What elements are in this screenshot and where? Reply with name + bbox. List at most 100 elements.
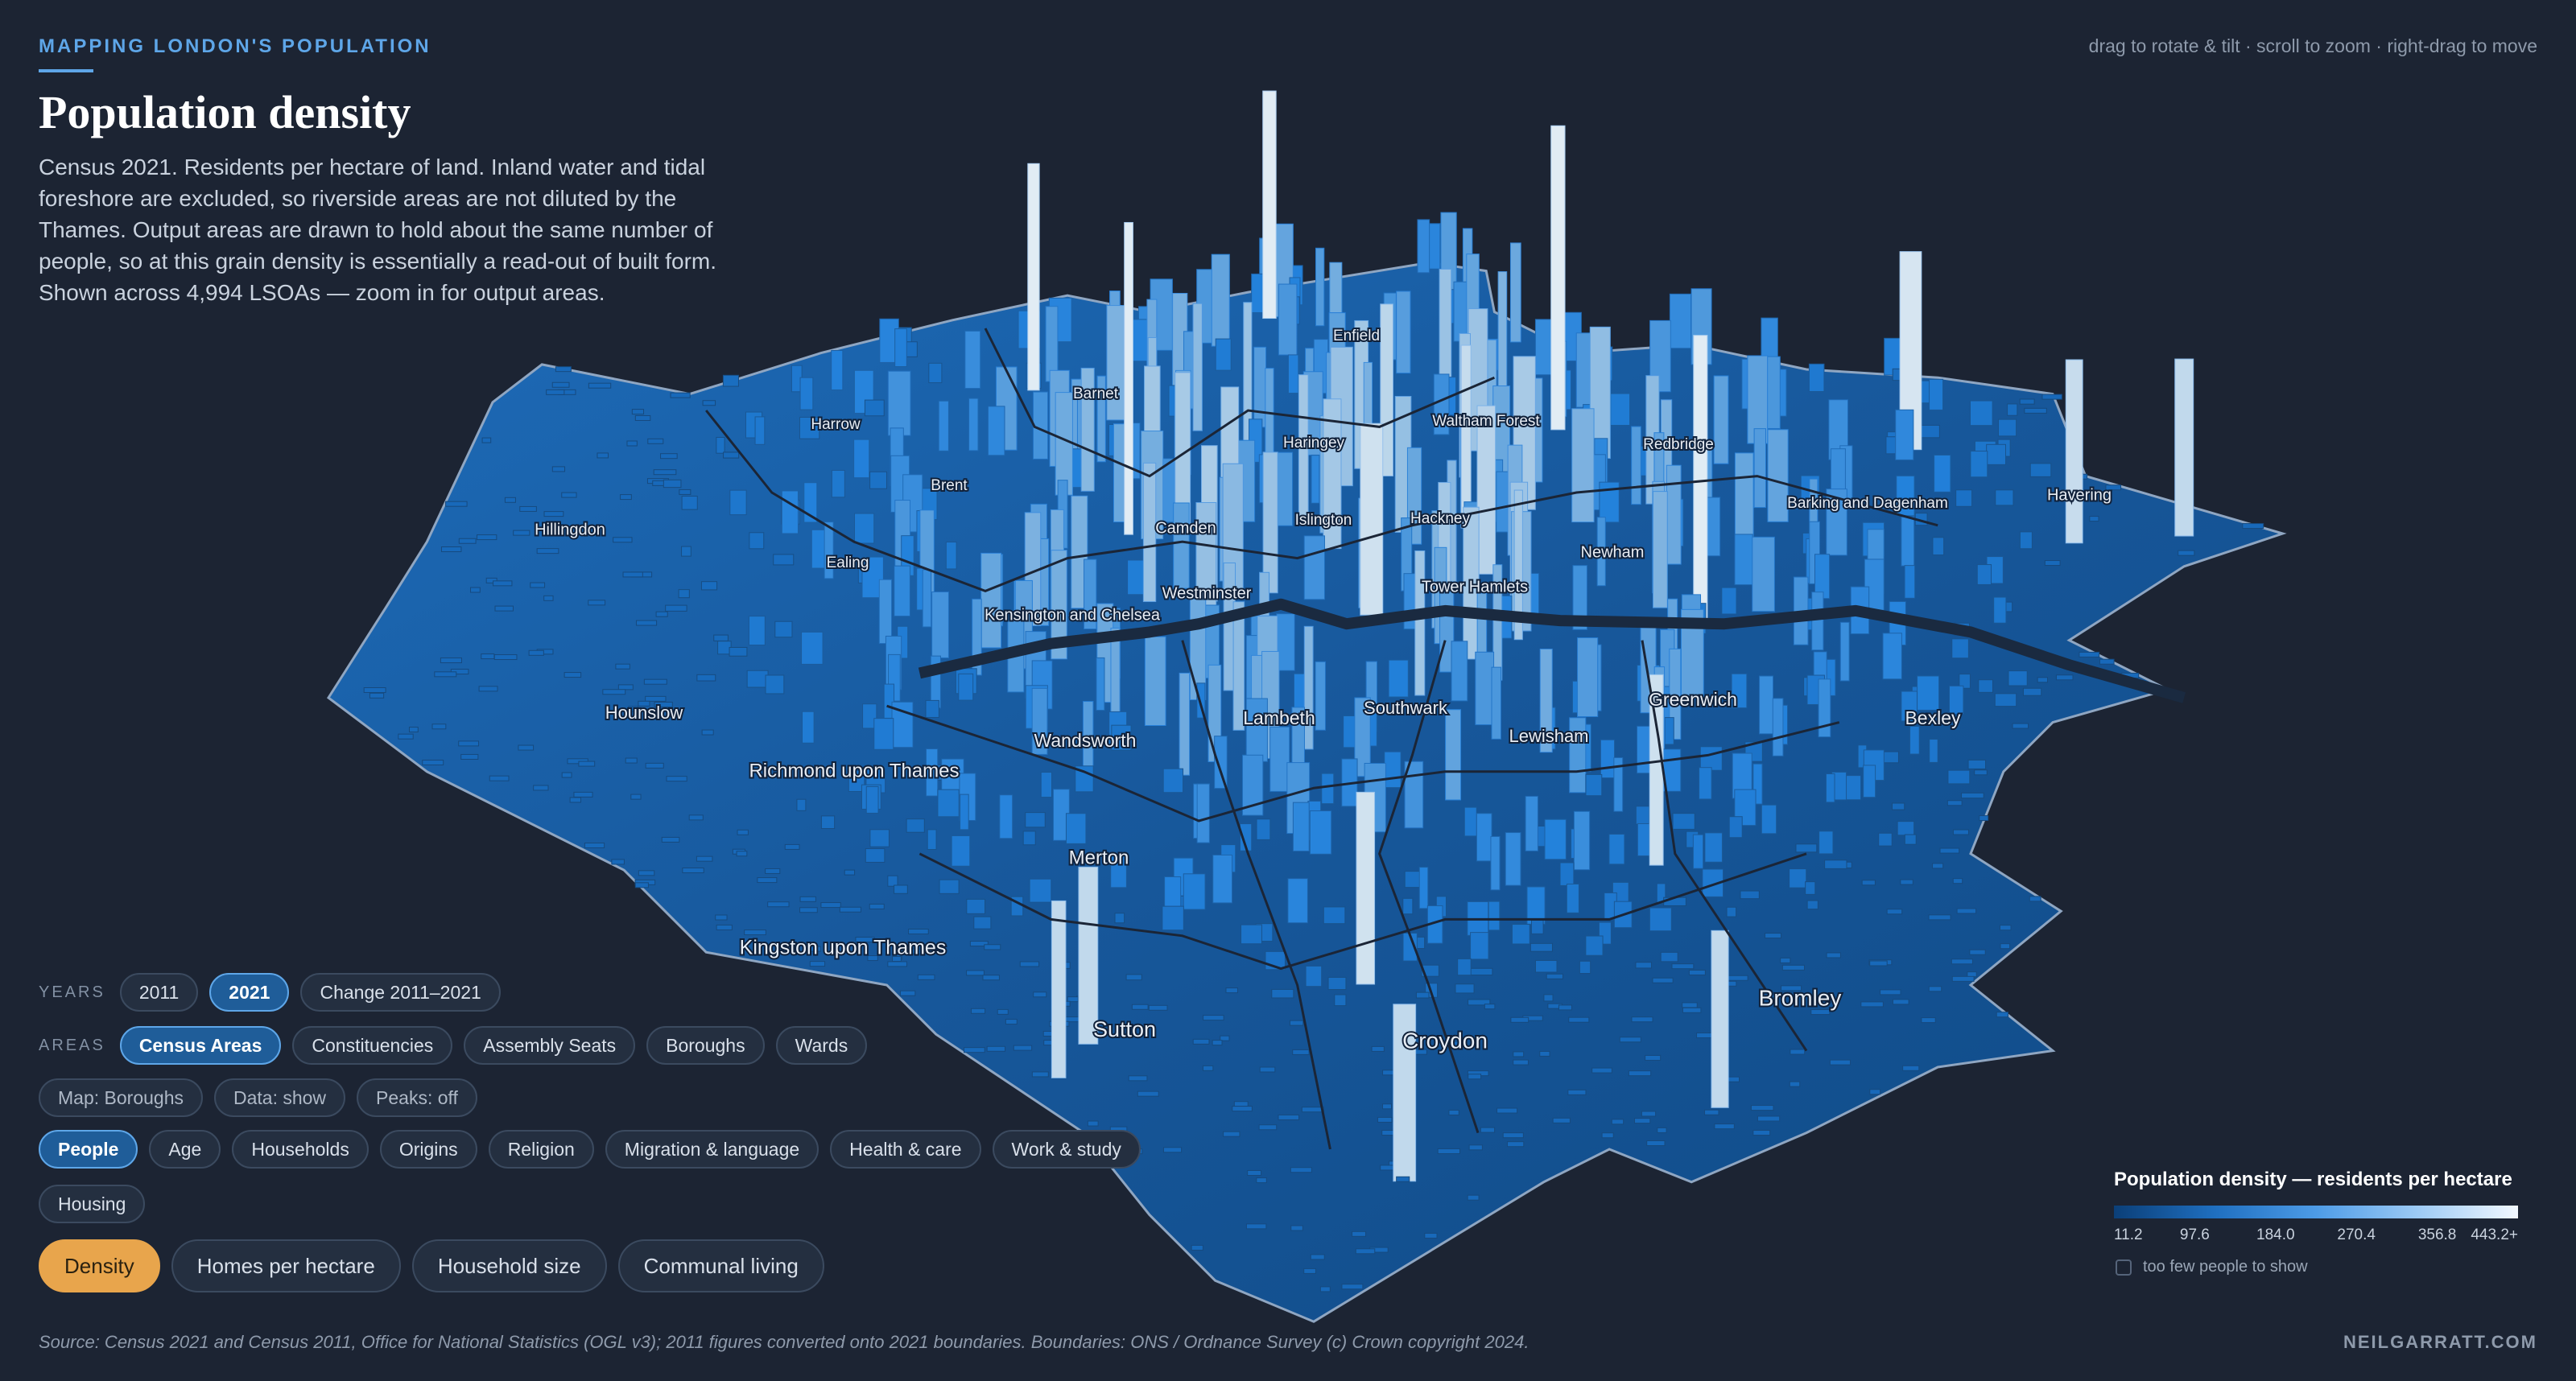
option-chip[interactable]: Households (232, 1130, 369, 1169)
density-column (1287, 354, 1299, 394)
density-column (987, 406, 1005, 456)
density-column (635, 620, 658, 626)
density-column (1726, 975, 1748, 981)
density-column (1278, 283, 1298, 356)
option-chip[interactable]: 2011 (119, 973, 199, 1012)
density-column (2029, 463, 2052, 477)
density-column (688, 814, 704, 821)
density-column (518, 744, 535, 751)
density-column (1142, 462, 1157, 603)
option-chip[interactable]: Household size (411, 1239, 607, 1292)
density-column (1131, 1004, 1149, 1010)
checkbox[interactable] (2116, 1259, 2132, 1276)
density-column (1600, 739, 1615, 779)
density-column (1269, 726, 1290, 792)
density-column (796, 798, 807, 811)
option-chip[interactable]: Work & study (992, 1130, 1141, 1169)
density-column (1693, 335, 1708, 620)
option-chip[interactable]: Homes per hectare (171, 1239, 401, 1292)
borough-label: Westminster (1162, 584, 1252, 602)
option-chip[interactable]: Wards (775, 1026, 868, 1065)
density-column (1071, 495, 1088, 609)
density-column (1323, 906, 1346, 925)
density-column (799, 896, 816, 902)
option-chip[interactable]: Health & care (830, 1130, 981, 1169)
option-chip[interactable]: Communal living (617, 1239, 824, 1292)
option-chip[interactable]: Peaks: off (357, 1078, 477, 1117)
density-column (696, 674, 716, 682)
density-column (997, 1008, 1009, 1015)
option-chip[interactable]: Age (149, 1130, 221, 1169)
density-column (1192, 303, 1203, 431)
density-column (1863, 765, 1876, 798)
density-column (1496, 1107, 1518, 1114)
density-column (1211, 254, 1230, 347)
density-column (1414, 550, 1426, 696)
density-column (681, 546, 691, 557)
option-chip[interactable]: Origins (379, 1130, 477, 1169)
density-column (630, 794, 642, 800)
option-chip[interactable]: Change 2011–2021 (300, 973, 501, 1012)
areas-row: AREAS Census Areas Constituencies Assembly … (39, 1026, 868, 1065)
option-chip[interactable]: 2021 (209, 973, 290, 1012)
density-column (2041, 394, 2062, 400)
density-column (519, 505, 537, 512)
density-column (1951, 638, 1969, 659)
density-column (533, 785, 549, 791)
option-chip[interactable]: Data: show (213, 1078, 346, 1117)
density-column (1301, 1107, 1324, 1113)
density-column (1019, 961, 1040, 967)
density-column (1309, 810, 1332, 855)
option-chip[interactable]: Boroughs (646, 1026, 765, 1065)
option-chip[interactable]: Map: Boroughs (39, 1078, 203, 1117)
density-column (2178, 550, 2195, 556)
borough-label: Southwark (1364, 698, 1448, 718)
option-chip[interactable]: People (39, 1130, 138, 1169)
density-column (1810, 1009, 1831, 1016)
option-chip[interactable]: Census Areas (119, 1026, 282, 1065)
density-column (1278, 1114, 1300, 1120)
option-chip[interactable]: Religion (488, 1130, 594, 1169)
option-chip[interactable]: Density (39, 1239, 160, 1292)
density-column (1571, 408, 1595, 523)
density-column (894, 565, 910, 617)
density-column (853, 439, 870, 479)
density-column (887, 370, 911, 436)
density-column (588, 600, 606, 606)
density-column (1929, 739, 1938, 763)
density-column (1579, 960, 1591, 975)
density-column (458, 740, 480, 747)
borough-label: Enfield (1333, 328, 1380, 344)
density-column (2037, 677, 2048, 683)
density-column (716, 924, 733, 930)
density-column (1470, 967, 1493, 976)
option-chip[interactable]: Housing (39, 1185, 146, 1223)
density-column (1490, 835, 1501, 891)
density-column (1734, 452, 1754, 549)
borough-label: Barnet (1073, 385, 1119, 402)
option-chip[interactable]: Migration & language (605, 1130, 819, 1169)
density-column (478, 686, 498, 692)
density-column (625, 757, 638, 764)
density-column (713, 634, 729, 641)
density-column (613, 537, 633, 543)
density-column (2099, 658, 2115, 665)
borough-label: Bromley (1759, 985, 1842, 1010)
density-column (1327, 976, 1347, 991)
density-column (1986, 443, 2007, 465)
density-column (1475, 651, 1495, 726)
density-column (2012, 723, 2029, 729)
density-column (873, 718, 894, 750)
density-column (1110, 855, 1127, 888)
density-column (431, 723, 447, 730)
density-column (1543, 994, 1554, 1002)
option-chip[interactable]: Constituencies (292, 1026, 453, 1065)
density-column (928, 362, 943, 384)
density-column (634, 414, 651, 421)
option-chip[interactable]: Assembly Seats (464, 1026, 636, 1065)
density-column (878, 579, 892, 644)
density-column (1214, 736, 1228, 789)
borough-boundary (1641, 640, 1808, 1052)
density-column (937, 789, 960, 818)
